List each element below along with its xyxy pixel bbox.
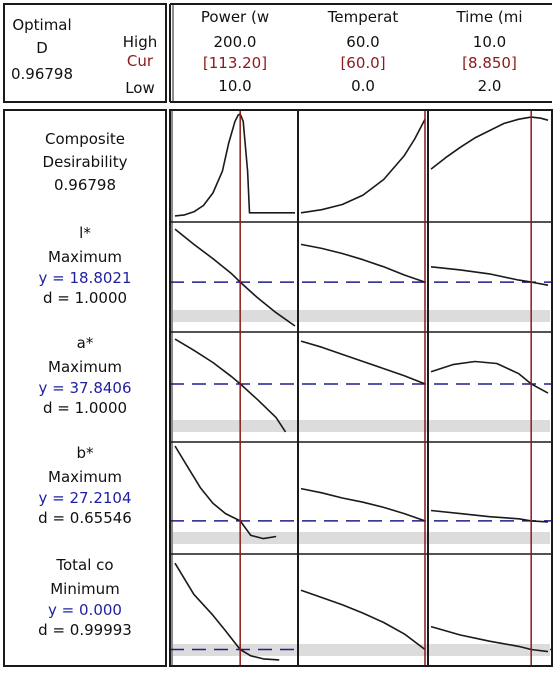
d-label: D (36, 39, 48, 57)
low-label: Low (125, 79, 155, 97)
response-curve (430, 509, 549, 523)
desirability-band (173, 310, 297, 322)
response-curve (300, 589, 426, 651)
response-name: l* (79, 224, 91, 242)
factor-headers: Power (w 200.0 [113.20] 10.0 Temperat 60.0 [60… (201, 8, 523, 95)
header-box (3, 3, 167, 103)
desirability-band (299, 532, 427, 544)
desirability-band (173, 644, 297, 656)
factor-low: 10.0 (218, 77, 251, 95)
cur-label: Cur (127, 52, 154, 70)
response-curve (174, 562, 280, 661)
response-curve (430, 266, 549, 286)
desirability-band (173, 420, 297, 432)
response-curve (174, 445, 277, 540)
response-name: Total co (55, 556, 113, 574)
factor-high: 200.0 (214, 33, 257, 51)
response-label-column (3, 109, 167, 667)
composite-label-line: Composite (45, 130, 125, 148)
factor-high: 60.0 (346, 33, 379, 51)
plot-grid-frame (169, 109, 553, 667)
response-predicted-y: y = 27.2104 (38, 489, 131, 507)
desirability-band (299, 310, 427, 322)
response-curve (174, 228, 296, 327)
desirability-band (429, 532, 550, 544)
response-labels: Composite Desirability 0.96798 l* Maximum y =… (38, 130, 132, 639)
factor-current: [113.20] (203, 54, 267, 72)
response-desirability: d = 0.65546 (38, 509, 132, 527)
response-curve (300, 118, 426, 214)
desirability-band (299, 644, 427, 656)
response-predicted-y: y = 37.8406 (38, 379, 131, 397)
response-goal: Maximum (48, 358, 122, 376)
factor-low: 0.0 (351, 77, 375, 95)
current-setting-lines (239, 110, 532, 666)
desirability-band (429, 310, 550, 322)
response-predicted-y: y = 0.000 (48, 601, 122, 619)
factor-name: Time (mi (455, 8, 522, 26)
response-goal: Maximum (48, 248, 122, 266)
desirability-band (299, 420, 427, 432)
factor-current: [60.0] (340, 54, 385, 72)
factor-name: Temperat (327, 8, 399, 26)
factor-name: Power (w (201, 8, 269, 26)
response-desirability: d = 1.0000 (43, 289, 127, 307)
composite-label-line: Desirability (43, 153, 128, 171)
response-name: b* (76, 444, 94, 462)
desirability-band (429, 420, 550, 432)
response-goal: Minimum (50, 580, 120, 598)
factor-low: 2.0 (478, 77, 502, 95)
response-desirability: d = 1.0000 (43, 399, 127, 417)
response-curve (300, 487, 426, 522)
response-curve (174, 338, 287, 433)
factor-high: 10.0 (473, 33, 506, 51)
composite-label-line: 0.96798 (54, 176, 116, 194)
response-curve (430, 116, 549, 170)
response-predicted-y: y = 18.8021 (38, 269, 131, 287)
plot-cells (170, 110, 552, 666)
high-label: High (123, 33, 157, 51)
response-curve (300, 243, 426, 283)
response-goal: Maximum (48, 468, 122, 486)
response-desirability: d = 0.99993 (38, 621, 132, 639)
d-value: 0.96798 (11, 65, 73, 83)
response-name: a* (77, 334, 94, 352)
response-curve (300, 340, 426, 385)
optimal-label: Optimal (12, 16, 71, 34)
response-curve (430, 625, 549, 653)
factor-current: [8.850] (462, 54, 517, 72)
desirability-band (173, 532, 297, 544)
response-curve (174, 113, 295, 217)
